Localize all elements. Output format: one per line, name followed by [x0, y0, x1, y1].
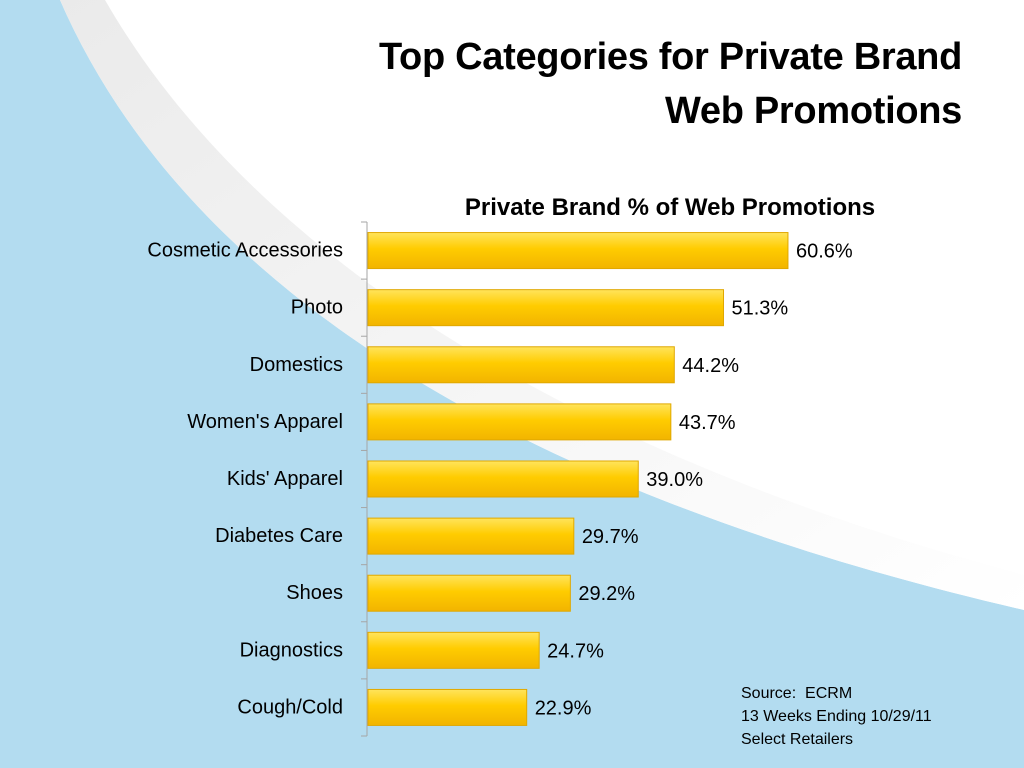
category-label: Diabetes Care: [215, 525, 343, 547]
chart-title: Private Brand % of Web Promotions: [464, 194, 876, 221]
category-label: Diagnostics: [240, 639, 343, 661]
data-label: 29.7%: [582, 526, 639, 548]
data-label: 60.6%: [796, 241, 853, 263]
data-label: 29.2%: [578, 583, 635, 605]
category-label: Shoes: [286, 582, 343, 604]
bar: [367, 289, 725, 327]
background-swoosh: [60, 0, 1024, 610]
bar: [367, 517, 575, 555]
data-label: 24.7%: [547, 640, 604, 662]
bar: [367, 688, 528, 726]
data-label: 44.2%: [682, 355, 739, 377]
bar: [367, 631, 540, 669]
bar: [367, 574, 571, 612]
slide-title-line-1: Top Categories for Private Brand: [378, 36, 962, 78]
source-line-2: 13 Weeks Ending 10/29/11: [741, 708, 932, 725]
category-label: Photo: [291, 297, 343, 319]
source-line-1: Source: ECRM: [741, 685, 853, 702]
bar: [367, 346, 675, 384]
source-line-3: Select Retailers: [741, 731, 854, 748]
category-label: Kids' Apparel: [227, 468, 343, 490]
category-label: Women's Apparel: [187, 411, 343, 433]
bar: [367, 232, 789, 270]
bar: [367, 403, 672, 441]
category-label: Cough/Cold: [237, 696, 343, 718]
data-label: 43.7%: [679, 412, 736, 434]
data-label: 51.3%: [732, 298, 789, 320]
source-note: Source: ECRM 13 Weeks Ending 10/29/11 Se…: [741, 682, 932, 751]
category-label: Domestics: [250, 354, 343, 376]
data-label: 22.9%: [535, 697, 592, 719]
slide-title-line-2: Web Promotions: [665, 90, 962, 132]
data-label: 39.0%: [646, 469, 703, 491]
category-label: Cosmetic Accessories: [147, 240, 343, 262]
bar: [367, 460, 639, 498]
slide-title: Top Categories for Private Brand Web Pro…: [262, 30, 962, 138]
